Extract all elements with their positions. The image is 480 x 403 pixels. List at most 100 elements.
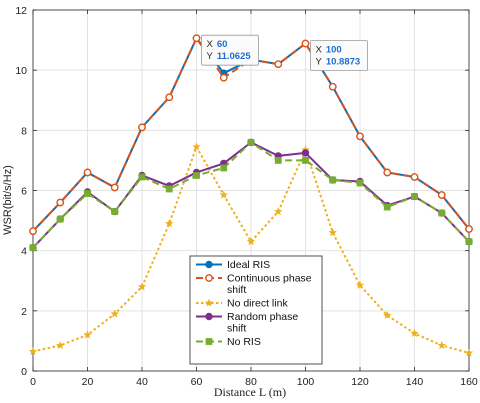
x-tick-label: 20	[82, 376, 94, 388]
data-point	[219, 190, 228, 199]
data-tip-y-label: Y	[316, 56, 323, 67]
data-point	[138, 123, 146, 132]
y-tick-label: 4	[21, 246, 27, 258]
legend-item: Continuous phase shift	[196, 273, 312, 297]
data-tip-x-value: 100	[326, 44, 342, 55]
data-point	[437, 341, 446, 349]
legend-item: Random phase shift	[196, 311, 298, 335]
legend-item: No direct link	[196, 298, 288, 310]
data-point	[410, 173, 419, 181]
legend-marker	[205, 260, 213, 269]
legend-marker	[204, 298, 214, 307]
data-tip-x: X 100	[316, 44, 342, 55]
data-point	[328, 228, 337, 237]
x-tick-label: 40	[136, 376, 148, 388]
data-point	[465, 225, 473, 233]
x-tick-label: 140	[406, 376, 424, 388]
data-point	[83, 330, 92, 339]
x-axis-label: Distance L (m)	[214, 385, 286, 399]
data-point	[219, 73, 228, 82]
x-tick-label: 80	[245, 376, 257, 388]
data-point	[220, 164, 228, 172]
data-point	[464, 348, 474, 357]
legend-label: Ideal RIS	[227, 259, 270, 271]
legend-item: Ideal RIS	[196, 259, 270, 271]
data-tip-box	[310, 40, 368, 71]
data-point	[301, 39, 310, 48]
data-tip: X 60Y 11.0625	[201, 34, 259, 66]
data-point	[437, 191, 446, 199]
data-point	[84, 190, 91, 197]
data-point	[356, 132, 364, 141]
y-tick-label: 12	[15, 5, 27, 17]
data-point	[410, 329, 419, 337]
data-point	[29, 227, 37, 236]
data-point	[247, 138, 255, 146]
data-point	[56, 198, 65, 207]
data-point	[165, 93, 174, 102]
series-no-ris	[29, 138, 473, 252]
axes: 0 20 40 60 80 100 120 140 160 0 2 4 6 8 10 12	[15, 5, 478, 388]
y-tick-label: 8	[21, 125, 27, 137]
legend-label: No RIS	[227, 336, 261, 348]
data-point	[165, 185, 173, 193]
y-tick-label: 0	[21, 366, 27, 378]
data-point	[165, 219, 174, 228]
x-tick-label: 120	[351, 376, 369, 388]
x-tick-label: 160	[460, 376, 478, 388]
data-point	[137, 282, 147, 291]
legend-marker	[205, 338, 213, 345]
data-tip-y-label: Y	[207, 51, 214, 62]
y-tick-label: 2	[21, 306, 27, 318]
x-tick-label: 100	[297, 376, 315, 388]
data-point	[465, 238, 473, 246]
data-point	[328, 82, 337, 91]
data-point	[274, 157, 282, 164]
series-layer	[28, 34, 474, 357]
legend-label: Random phase shift	[227, 311, 298, 335]
data-point	[138, 173, 146, 181]
data-point	[383, 310, 392, 319]
x-tick-label: 0	[30, 376, 36, 388]
data-point	[193, 172, 200, 179]
data-point	[356, 179, 364, 187]
data-point	[355, 280, 365, 289]
legend-label: Continuous phase shift	[227, 273, 312, 297]
data-point	[56, 341, 65, 349]
data-point	[28, 347, 38, 356]
data-tip-y-value: 10.8873	[326, 56, 360, 67]
data-point	[110, 309, 119, 318]
data-tip-y: Y 10.8873	[316, 56, 361, 67]
data-point	[111, 208, 119, 215]
data-tip-x-label: X	[316, 44, 323, 55]
y-tick-label: 10	[15, 65, 27, 77]
data-tip-box	[201, 34, 259, 66]
data-tip-x: X 60	[207, 39, 228, 50]
legend-marker	[205, 274, 213, 282]
x-tick-label: 60	[191, 376, 203, 388]
data-point	[301, 149, 310, 157]
data-tip-x-label: X	[207, 39, 214, 50]
y-tick-label: 6	[21, 186, 27, 198]
data-tip-x-value: 60	[217, 39, 228, 50]
data-point	[274, 60, 283, 69]
data-point	[411, 193, 418, 200]
data-point	[274, 207, 283, 216]
data-point	[110, 183, 119, 192]
series-no-direct-link	[28, 142, 474, 357]
series-line	[32, 145, 470, 354]
y-axis-label: WSR(bit/s/Hz)	[2, 165, 14, 235]
data-point	[438, 209, 446, 217]
data-point	[29, 244, 37, 252]
legend-marker	[205, 312, 213, 321]
legend-box	[189, 255, 323, 365]
data-point	[56, 215, 64, 223]
legend-item: No RIS	[196, 336, 261, 348]
data-point	[246, 237, 256, 246]
data-point	[383, 168, 392, 177]
legend-label: No direct link	[227, 298, 288, 310]
